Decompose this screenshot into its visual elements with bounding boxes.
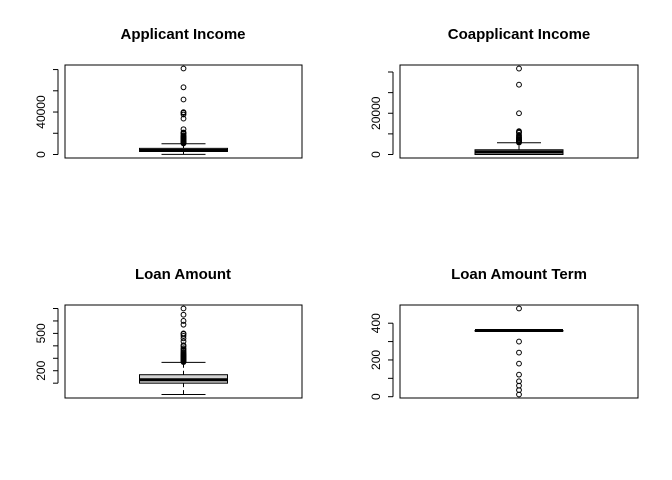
outlier-point xyxy=(516,338,522,345)
outlier-point xyxy=(180,318,187,324)
outlier-point xyxy=(516,65,522,72)
outlier-point xyxy=(180,342,187,349)
boxplot-panel-4: Loan Amount Term 0 200 400 xyxy=(369,266,639,400)
outlier-point xyxy=(180,65,187,72)
y-tick-label: 0 xyxy=(369,151,383,158)
y-tick-label: 20000 xyxy=(369,96,383,130)
outlier-point xyxy=(516,378,522,385)
boxplot-panel-3: Loan Amount 200 500 xyxy=(34,266,303,399)
outlier-point xyxy=(180,84,187,91)
outlier-point xyxy=(180,330,187,337)
outlier-point xyxy=(180,311,187,318)
panel-title: Loan Amount xyxy=(135,266,231,283)
panel-title: Loan Amount Term xyxy=(451,266,587,283)
outlier-point xyxy=(516,110,522,117)
y-tick-label: 200 xyxy=(369,350,383,370)
plot-frame xyxy=(64,64,303,159)
outlier-point xyxy=(180,109,187,116)
outlier-point xyxy=(180,115,187,122)
plot-frame xyxy=(399,304,639,399)
plot-frame xyxy=(64,304,303,399)
panel-title: Coapplicant Income xyxy=(448,26,591,43)
outlier-point xyxy=(180,345,187,352)
outlier-point xyxy=(516,132,522,138)
outlier-point xyxy=(516,371,522,378)
plot-frame xyxy=(399,64,639,159)
y-tick-label: 400 xyxy=(369,313,383,333)
boxplot-panel-1: Applicant Income 0 40000 xyxy=(34,26,303,159)
outlier-point xyxy=(516,305,522,312)
outlier-point xyxy=(516,360,522,367)
outlier-point xyxy=(180,129,187,136)
outlier-point xyxy=(180,321,187,328)
outlier-point xyxy=(516,81,522,88)
y-tick-label: 40000 xyxy=(34,95,48,129)
panel-title: Applicant Income xyxy=(120,26,245,43)
outlier-point xyxy=(180,338,187,345)
outlier-point xyxy=(180,305,187,312)
outlier-point xyxy=(180,332,187,339)
y-tick-label: 0 xyxy=(369,393,383,400)
outlier-point xyxy=(180,96,187,103)
y-tick-label: 0 xyxy=(34,151,48,158)
y-tick-label: 500 xyxy=(34,323,48,343)
outlier-point xyxy=(516,128,522,135)
outlier-point xyxy=(516,349,522,356)
y-tick-label: 200 xyxy=(34,360,48,380)
outlier-point xyxy=(180,126,187,133)
boxplot-panel-2: Coapplicant Income 0 20000 xyxy=(369,26,639,159)
